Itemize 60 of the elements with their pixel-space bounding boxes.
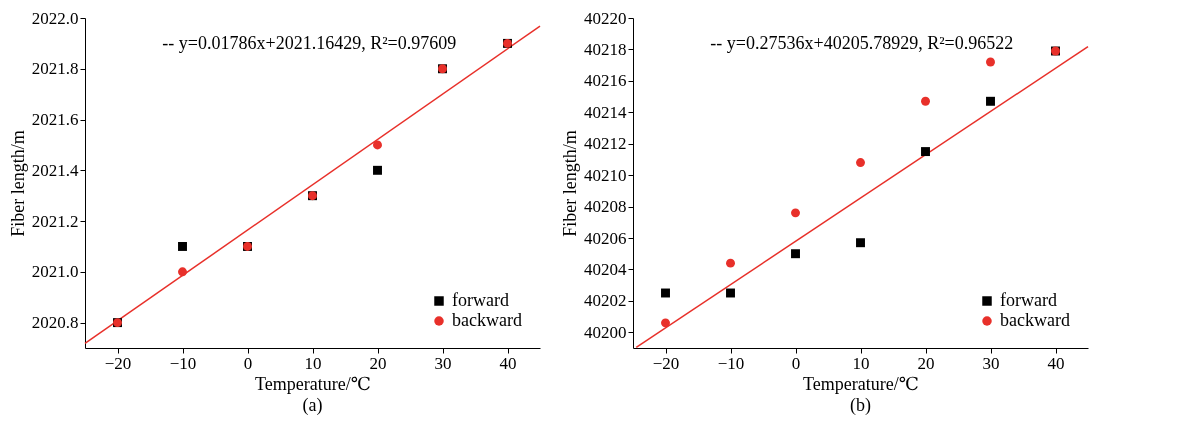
point xyxy=(178,241,187,251)
y-tick-label: 40208 xyxy=(584,197,627,217)
x-tick-label: 40 xyxy=(499,353,517,373)
y-tick-label: 40214 xyxy=(584,102,627,122)
text: (a) xyxy=(302,395,323,416)
x-tick-label: 40 xyxy=(1047,353,1065,373)
point xyxy=(921,96,930,106)
x-tick-label: −20 xyxy=(652,353,680,373)
y-tick-label: 40202 xyxy=(584,291,627,311)
legend-label: forward xyxy=(452,290,509,310)
y-tick-label: 40204 xyxy=(584,259,627,279)
y-tick-label: 40216 xyxy=(584,71,627,91)
point xyxy=(373,140,382,150)
text: (b) xyxy=(850,395,871,416)
point xyxy=(178,267,187,277)
annotation: -- y=0.01786x+2021.16429, R²=0.97609 xyxy=(162,33,457,54)
x-tick-label: 10 xyxy=(852,353,870,373)
point xyxy=(921,147,930,157)
point xyxy=(986,96,995,106)
y-tick-label: 2021.2 xyxy=(31,211,79,231)
y-tick-label: 40210 xyxy=(584,165,627,185)
point xyxy=(791,208,800,218)
point xyxy=(791,249,800,259)
y-tick-label: 2020.8 xyxy=(31,313,79,333)
legend-label: backward xyxy=(452,310,522,330)
point xyxy=(986,57,995,67)
legend-label: forward xyxy=(1000,290,1057,310)
legend-label: backward xyxy=(1000,310,1070,330)
x-tick-label: 0 xyxy=(243,353,253,373)
y-tick-label: 2021.0 xyxy=(31,262,79,282)
point xyxy=(661,288,670,298)
y-tick-label: 40220 xyxy=(584,8,627,28)
point xyxy=(726,288,735,298)
x-tick-label: 20 xyxy=(369,353,387,373)
point xyxy=(726,258,735,268)
y-axis-title: Fiber length/m xyxy=(560,130,580,237)
annotation: -- y=0.27536x+40205.78929, R²=0.96522 xyxy=(710,33,1014,54)
y-tick-label: 40206 xyxy=(584,228,627,248)
x-tick-label: 10 xyxy=(304,353,322,373)
x-tick-label: 20 xyxy=(917,353,935,373)
point xyxy=(856,238,865,248)
y-tick-label: 40218 xyxy=(584,39,627,59)
x-axis-title: Temperature/℃ xyxy=(255,373,371,394)
x-tick-label: 30 xyxy=(434,353,452,373)
x-tick-label: −10 xyxy=(169,353,197,373)
point xyxy=(856,158,865,168)
y-tick-label: 40212 xyxy=(584,134,627,154)
y-tick-label: 40200 xyxy=(584,322,627,342)
point xyxy=(661,318,670,328)
x-tick-label: −20 xyxy=(104,353,132,373)
y-tick-label: 2021.4 xyxy=(31,160,79,180)
point xyxy=(373,165,382,175)
x-tick-label: −10 xyxy=(717,353,745,373)
y-axis-title: Fiber length/m xyxy=(7,130,28,237)
y-tick-label: 2022.0 xyxy=(31,8,79,28)
y-tick-label: 2021.8 xyxy=(31,59,79,79)
x-tick-label: 0 xyxy=(791,353,801,373)
x-axis-title: Temperature/℃ xyxy=(803,373,919,394)
y-tick-label: 2021.6 xyxy=(31,110,79,130)
x-tick-label: 30 xyxy=(982,353,1000,373)
